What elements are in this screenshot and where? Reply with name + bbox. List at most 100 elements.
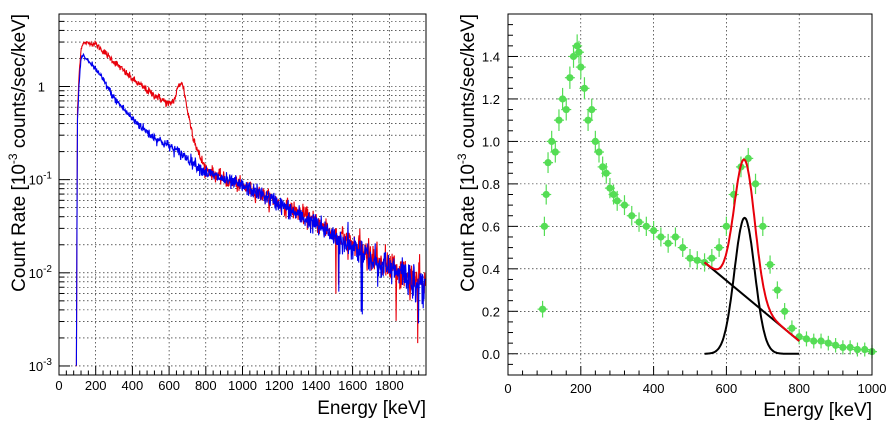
- right-y-tick-label: 0.4: [482, 262, 500, 277]
- data-point: [846, 343, 854, 351]
- data-point: [650, 227, 658, 235]
- left-y-tick-exp: -2: [43, 264, 52, 275]
- right-series: [537, 34, 877, 359]
- right-grid: [507, 14, 873, 375]
- right-y-tick-label: 1.0: [482, 134, 500, 149]
- left-grid: [58, 13, 426, 375]
- left-x-tick-label: 0: [55, 378, 62, 393]
- right-y-title-exp: -3: [455, 153, 469, 164]
- left-y-title-pre: Count Rate [10: [9, 164, 30, 292]
- data-point: [588, 105, 596, 114]
- data-point: [591, 137, 599, 146]
- data-point: [566, 74, 574, 82]
- data-point: [559, 95, 567, 103]
- right-y-title-pre: Count Rate [10: [458, 164, 479, 292]
- data-point: [810, 337, 818, 345]
- data-point: [577, 63, 585, 71]
- left-x-tick-label: 200: [85, 378, 107, 393]
- data-point: [751, 180, 760, 188]
- data-point: [599, 163, 607, 171]
- data-point: [540, 222, 549, 230]
- right-y-tick-label: 1.4: [482, 49, 500, 64]
- data-point: [664, 239, 672, 247]
- right-x-axis-title: Energy [keV]: [763, 400, 872, 421]
- gaussian-fit-curve: [704, 216, 800, 355]
- right-y-axis-title: Count Rate [10-3 counts/sec/keV]: [455, 14, 479, 292]
- data-point: [635, 218, 643, 226]
- left-x-tick-label: 1800: [375, 378, 404, 393]
- data-point: [715, 243, 723, 252]
- data-point: [584, 116, 592, 124]
- right-panel: 0 200 400 600 800 1000 0.0 0.2 0.4 0.6 0.8 1.0 1.2 1.…: [455, 13, 886, 421]
- data-point: [817, 337, 825, 345]
- left-y-tick-label: 10-3: [29, 357, 53, 374]
- data-point: [679, 243, 687, 252]
- right-ticks: 0 200 400 600 800 1000 0.0 0.2 0.4 0.6 0.8 1.0 1.2 1.…: [482, 24, 886, 396]
- data-point: [595, 148, 603, 156]
- data-point: [575, 48, 583, 56]
- data-point: [788, 324, 796, 332]
- data-point: [832, 341, 840, 349]
- data-point: [759, 222, 767, 230]
- right-x-tick-label: 400: [643, 381, 665, 396]
- data-point: [562, 105, 570, 114]
- data-point: [722, 222, 731, 230]
- left-x-axis-title: Energy [keV]: [317, 398, 426, 419]
- data-point: [861, 345, 869, 354]
- left-x-tick-label: 600: [158, 378, 180, 393]
- data-point: [853, 345, 862, 354]
- right-y-tick-label: 1.2: [482, 92, 500, 107]
- left-y-tick-base: 10: [29, 359, 43, 374]
- left-y-title-post: counts/sec/keV]: [9, 14, 30, 153]
- data-point: [548, 137, 556, 146]
- left-x-tick-label: 400: [122, 378, 144, 393]
- data-point: [538, 305, 547, 313]
- left-y-title-exp: -3: [6, 153, 20, 164]
- right-y-title-post: counts/sec/keV]: [458, 14, 479, 153]
- right-y-tick-label: 0.0: [482, 347, 500, 362]
- data-point: [580, 84, 589, 92]
- left-y-axis-title: Count Rate [10-3 counts/sec/keV]: [6, 14, 30, 292]
- right-x-tick-label: 200: [570, 381, 592, 396]
- data-point: [602, 169, 610, 177]
- blue-spectrum-line: [75, 52, 426, 366]
- data-point: [628, 212, 636, 220]
- data-point: [839, 343, 847, 351]
- data-point: [642, 222, 650, 230]
- data-point: [555, 116, 563, 124]
- right-plot-frame: [507, 13, 873, 376]
- left-y-tick-exp: -1: [43, 171, 52, 182]
- data-point: [671, 233, 680, 241]
- data-point: [773, 286, 781, 294]
- left-y-tick-base: 10: [29, 266, 43, 281]
- right-x-tick-label: 600: [716, 381, 738, 396]
- data-point: [609, 190, 618, 199]
- left-x-tick-label: 1200: [265, 378, 294, 393]
- data-point: [551, 148, 559, 156]
- right-y-tick-label: 0.2: [482, 304, 500, 319]
- left-x-tick-label: 1600: [338, 378, 367, 393]
- red-spectrum-line: [75, 40, 426, 367]
- right-x-tick-label: 800: [788, 381, 810, 396]
- data-point: [569, 52, 578, 61]
- data-point: [824, 339, 832, 347]
- data-point: [693, 256, 701, 264]
- left-x-tick-label: 1400: [301, 378, 330, 393]
- data-point: [620, 201, 629, 209]
- left-panel: 0 200 400 600 800 1000 1200 1400 1600 180010-310-…: [6, 13, 427, 419]
- data-point: [542, 190, 550, 199]
- left-ticks: 0 200 400 600 800 1000 1200 1400 1600 180010-310-…: [29, 13, 420, 393]
- data-point: [657, 233, 665, 241]
- left-x-tick-label: 800: [195, 378, 217, 393]
- left-x-tick-label: 1000: [228, 378, 257, 393]
- data-point: [766, 260, 774, 269]
- left-y-tick-label: 10-1: [29, 171, 53, 188]
- data-point: [573, 42, 581, 50]
- right-y-tick-label: 0.8: [482, 177, 500, 192]
- data-point: [802, 335, 811, 343]
- left-series: [75, 40, 426, 367]
- data-point: [606, 184, 614, 192]
- data-point: [744, 154, 752, 162]
- data-point: [708, 254, 716, 262]
